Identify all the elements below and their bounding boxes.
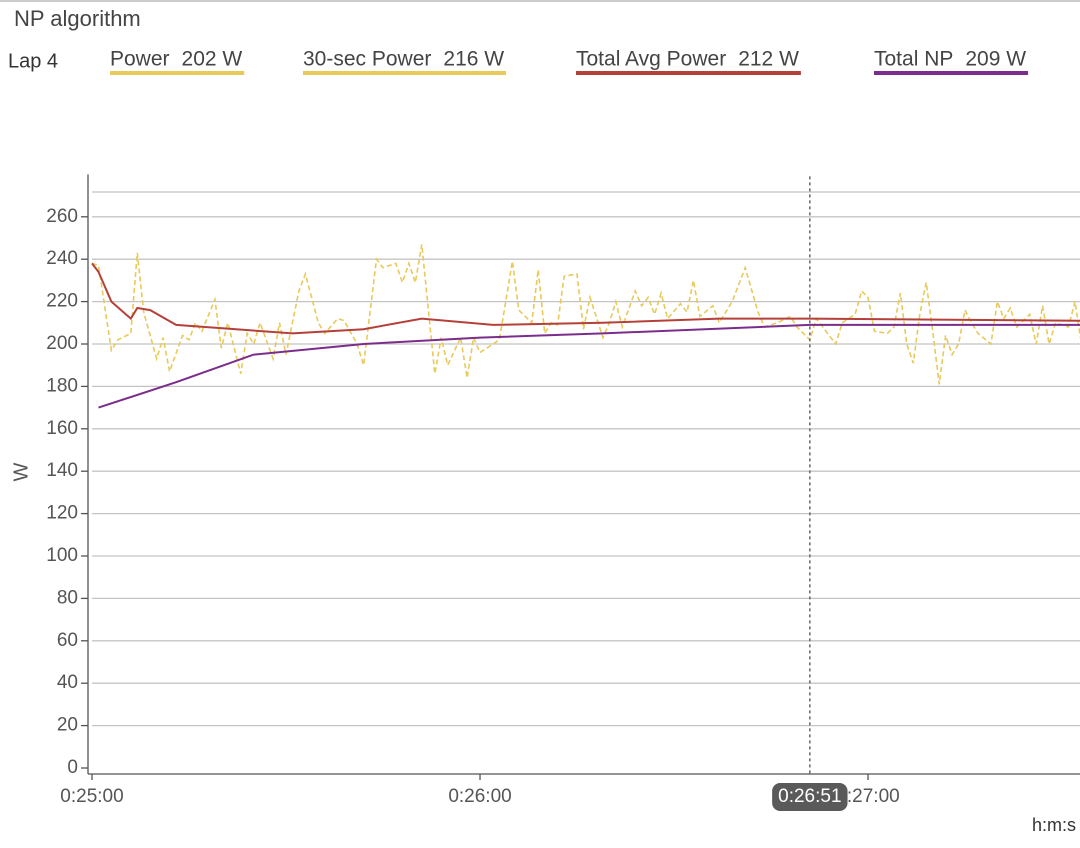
y-tick-label: 120 bbox=[46, 503, 78, 524]
y-tick-label: 80 bbox=[57, 587, 78, 608]
x-axis-title: h:m:s bbox=[1032, 815, 1076, 835]
legend-swatch bbox=[874, 71, 1029, 75]
legend-swatch bbox=[110, 71, 245, 75]
y-tick-label: 20 bbox=[57, 715, 78, 736]
legend-label: Total NP bbox=[874, 48, 953, 71]
y-tick-label: 0 bbox=[67, 757, 78, 778]
y-tick-label: 260 bbox=[46, 206, 78, 227]
chart-title: NP algorithm bbox=[14, 6, 141, 31]
y-tick-label: 200 bbox=[46, 333, 78, 354]
cursor-label: 0:26:51 bbox=[778, 786, 841, 807]
y-tick-label: 40 bbox=[57, 672, 78, 693]
x-tick-label: 0:26:00 bbox=[448, 786, 511, 807]
y-axis-title: W bbox=[10, 462, 32, 481]
y-tick-label: 220 bbox=[46, 291, 78, 312]
y-tick-label: 140 bbox=[46, 460, 78, 481]
y-tick-label: 180 bbox=[46, 375, 78, 396]
y-tick-label: 160 bbox=[46, 418, 78, 439]
legend-label: 30-sec Power bbox=[303, 48, 431, 71]
series-line bbox=[98, 323, 1080, 409]
legend-label: Power bbox=[110, 48, 170, 71]
legend-value: 202 W bbox=[182, 48, 243, 71]
series-line bbox=[91, 262, 1080, 335]
legend-value: 216 W bbox=[443, 48, 504, 71]
x-tick-label: 0:27:00 bbox=[836, 786, 899, 807]
legend-swatch bbox=[303, 71, 507, 75]
lap-label: Lap 4 bbox=[8, 50, 58, 72]
legend-value: 209 W bbox=[965, 48, 1026, 71]
cursor-pill bbox=[772, 783, 848, 811]
legend-swatch bbox=[576, 71, 801, 75]
legend-value: 212 W bbox=[738, 48, 799, 71]
y-tick-label: 60 bbox=[57, 630, 78, 651]
y-tick-label: 240 bbox=[46, 248, 78, 269]
x-tick-label: 0:25:00 bbox=[60, 786, 123, 807]
y-tick-label: 100 bbox=[46, 545, 78, 566]
legend-label: Total Avg Power bbox=[576, 48, 726, 71]
series-line bbox=[91, 244, 1080, 385]
plot-area bbox=[91, 244, 1080, 409]
